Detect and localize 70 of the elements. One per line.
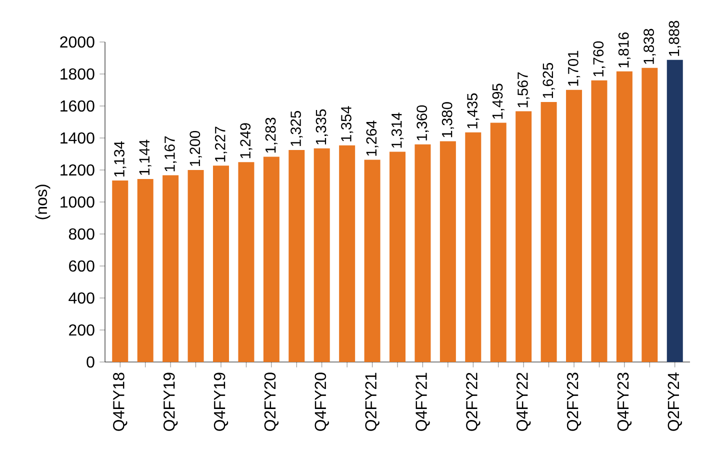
y-tick-label: 200 <box>69 324 94 336</box>
bar <box>212 166 229 362</box>
bar <box>314 148 330 362</box>
y-tick-label: 1200 <box>60 164 94 176</box>
bar <box>390 152 406 362</box>
data-label: 1,701 <box>568 50 580 86</box>
bar <box>566 90 582 362</box>
data-label: 1,380 <box>442 102 454 138</box>
bar <box>263 156 280 362</box>
x-tick-label: Q2FY24 <box>668 372 682 431</box>
data-label: 1,625 <box>542 62 555 98</box>
x-tick-label: Q2FY19 <box>163 372 178 431</box>
x-tick-label: Q2FY20 <box>264 372 279 431</box>
x-tick-label: Q4FY20 <box>314 372 329 431</box>
data-label: 1,435 <box>467 93 480 128</box>
bar <box>465 132 482 362</box>
bar <box>540 102 557 362</box>
y-tick-label: 600 <box>69 260 94 272</box>
bar <box>112 180 128 362</box>
x-tick-label: Q2FY21 <box>365 372 380 431</box>
data-label: 1,264 <box>366 120 378 156</box>
data-label: 1,760 <box>593 41 606 76</box>
data-label: 1,325 <box>290 110 303 146</box>
x-tick-label: Q4FY23 <box>617 372 632 431</box>
x-tick-label: Q4FY22 <box>516 372 531 431</box>
bar <box>137 178 154 362</box>
data-label: 1,888 <box>668 20 681 56</box>
bar <box>616 71 632 362</box>
data-label: 1,314 <box>391 112 404 148</box>
x-tick-label: Q4FY21 <box>416 372 430 431</box>
data-label: 1,495 <box>492 84 504 119</box>
y-axis-title: (nos) <box>35 184 50 220</box>
bar <box>642 68 658 362</box>
y-tick-label: 0 <box>86 356 94 368</box>
y-tick-label: 2000 <box>60 36 94 48</box>
y-tick-label: 400 <box>68 292 94 304</box>
bar <box>288 150 305 362</box>
data-label: 1,200 <box>190 130 202 166</box>
bar <box>440 141 456 362</box>
x-tick-label: Q2FY23 <box>566 372 582 431</box>
y-tick-label: 1800 <box>60 68 94 80</box>
y-tick-label: 1400 <box>60 132 94 144</box>
bar <box>364 160 380 362</box>
data-label: 1,354 <box>341 106 354 142</box>
x-tick-label: Q4FY19 <box>214 372 228 431</box>
bar <box>516 111 532 362</box>
data-label: 1,227 <box>214 126 228 162</box>
data-label: 1,360 <box>416 105 429 140</box>
data-label: 1,144 <box>139 140 152 175</box>
data-label: 1,816 <box>618 32 631 68</box>
bar <box>414 144 431 362</box>
data-label: 1,249 <box>240 123 252 158</box>
y-tick-label: 1000 <box>60 196 94 208</box>
y-tick-label: 800 <box>68 228 94 240</box>
bar <box>238 162 254 362</box>
data-label: 1,134 <box>114 141 126 177</box>
data-label: 1,283 <box>265 118 278 153</box>
bar <box>162 175 179 362</box>
x-tick-label: Q4FY18 <box>113 372 128 431</box>
x-tick-label: Q2FY22 <box>466 372 480 431</box>
bar <box>666 60 683 362</box>
bar <box>339 145 356 362</box>
data-label: 1,167 <box>164 136 177 172</box>
bar <box>188 170 204 362</box>
data-label: 1,335 <box>316 109 328 144</box>
data-label: 1,567 <box>518 72 530 108</box>
data-label: 1,838 <box>644 28 656 64</box>
y-tick-label: 1600 <box>60 100 94 112</box>
bar <box>490 122 506 362</box>
bar <box>591 80 608 362</box>
